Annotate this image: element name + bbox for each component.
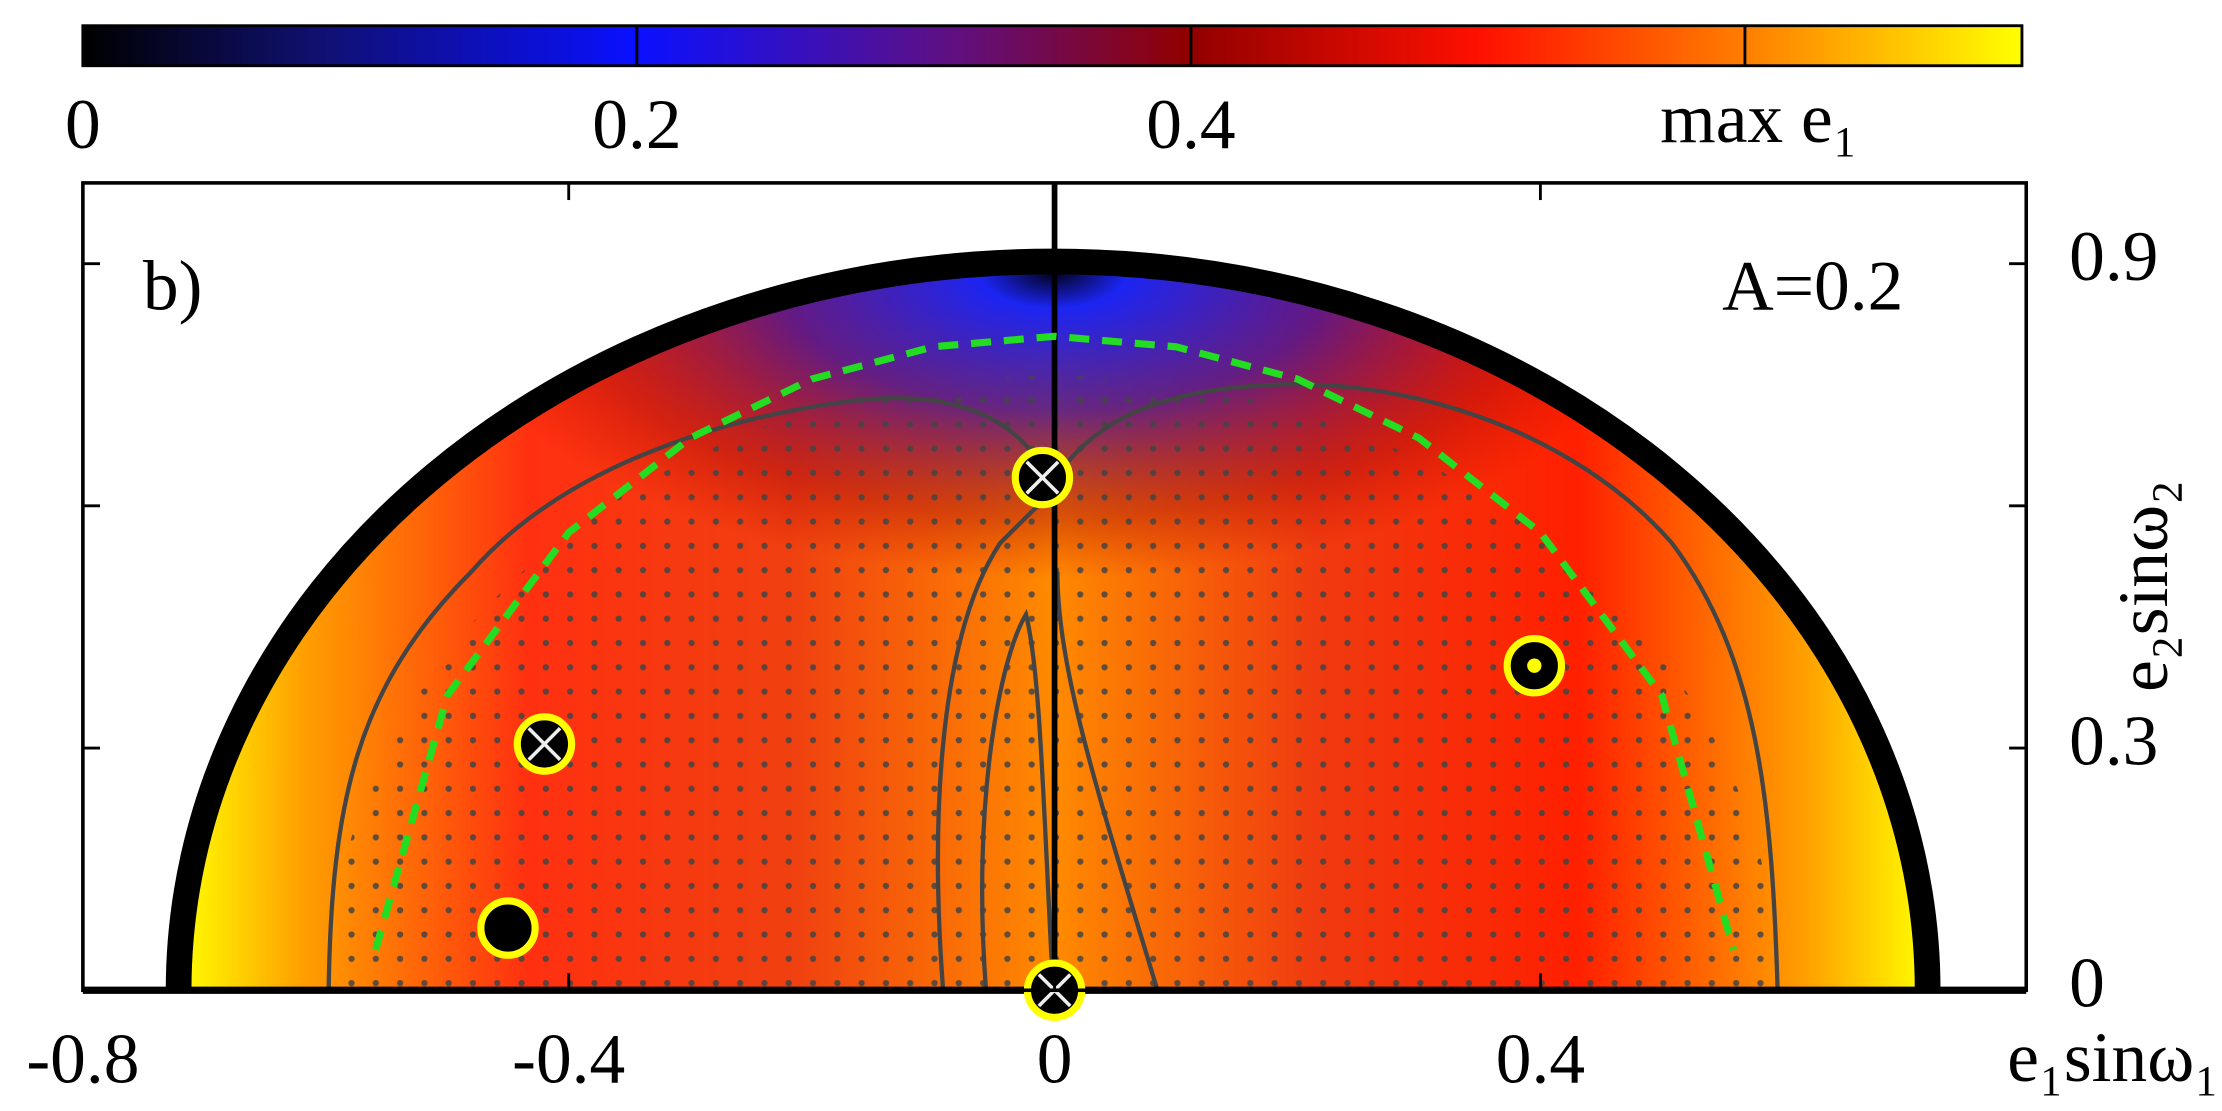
- y-tick-label: 0.3: [2069, 701, 2158, 780]
- marker-cross: [1025, 460, 1060, 495]
- colorbar-tick-label: 0.4: [1146, 85, 1235, 164]
- contour: [935, 491, 1160, 991]
- y-axis-label: e₂sinω₂: [2104, 480, 2183, 692]
- marker-cross: [527, 727, 562, 761]
- x-tick-label: -0.4: [512, 1019, 625, 1098]
- x-tick-label: 0.4: [1496, 1019, 1585, 1098]
- marker: [477, 897, 539, 959]
- dashed-curve: [372, 332, 1737, 951]
- marker: [513, 713, 576, 775]
- marker-ring: [477, 897, 539, 959]
- y-tick-label: 0: [2069, 944, 2105, 1023]
- marker-dot: [1527, 658, 1542, 673]
- panel-label: b): [143, 246, 203, 325]
- marker: [1503, 634, 1566, 697]
- annotation: A=0.2: [1722, 246, 1903, 325]
- colorbar-tick-label: 0: [65, 85, 101, 164]
- colorbar-label: max e₁: [1660, 79, 1857, 158]
- x-tick-label: -0.8: [26, 1019, 139, 1098]
- colorbar-tick-label: 0.2: [592, 85, 681, 164]
- x-axis-label: e₁sinω₁: [2007, 1018, 2219, 1097]
- y-tick-label: 0.9: [2069, 217, 2158, 296]
- marker: [1011, 446, 1074, 509]
- x-tick-label: 0: [1037, 1019, 1073, 1098]
- colorbar-ticks: 0 0.2 0.4: [65, 25, 1747, 164]
- colorbar: [81, 24, 2024, 68]
